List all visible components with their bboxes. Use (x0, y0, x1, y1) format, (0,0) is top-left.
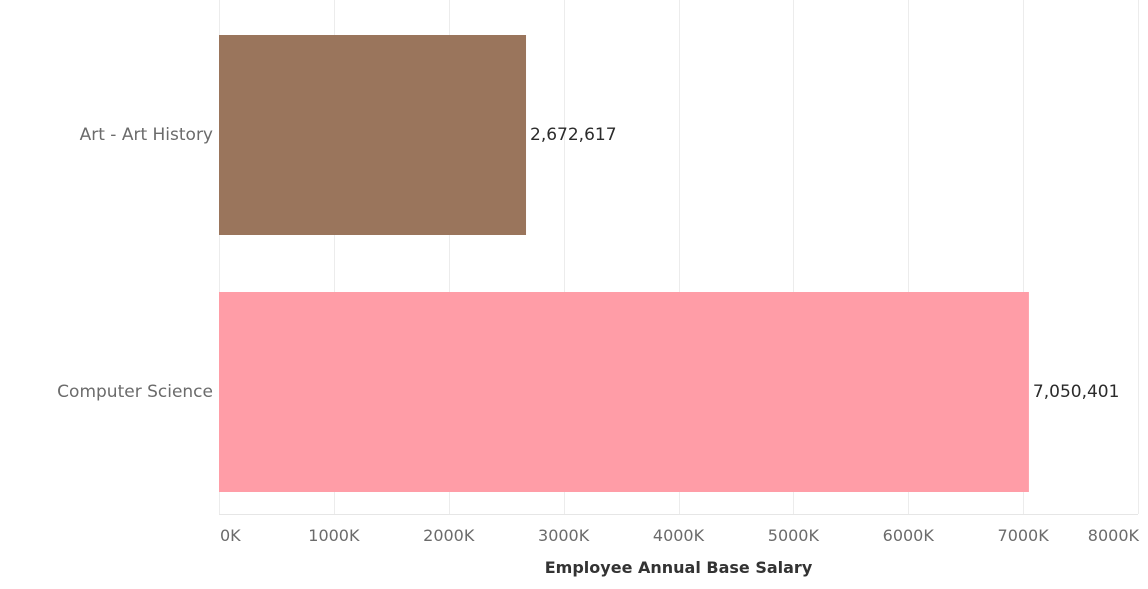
bar (219, 292, 1029, 492)
x-tick-label: 6000K (883, 526, 935, 545)
x-tick-label: 0K (220, 526, 241, 545)
x-tick-label: 4000K (653, 526, 705, 545)
category-label: Computer Science (57, 382, 213, 402)
x-tick-label: 7000K (998, 526, 1050, 545)
x-tick-label: 5000K (768, 526, 820, 545)
bars (219, 35, 1029, 492)
x-tick-label: 1000K (308, 526, 360, 545)
bar (219, 35, 527, 235)
data-labels: 2,672,617 7,050,401 (530, 125, 1119, 402)
data-label: 2,672,617 (530, 125, 617, 145)
x-tick-label: 8000K (1088, 526, 1140, 545)
category-labels: Art - Art History Computer Science (57, 125, 213, 402)
data-label: 7,050,401 (1033, 382, 1120, 402)
x-tick-label: 2000K (423, 526, 475, 545)
x-axis-ticks: 0K 1000K 2000K 3000K 4000K 5000K 6000K 7000K 800… (220, 526, 1140, 545)
x-axis-title: Employee Annual Base Salary (545, 558, 813, 577)
x-tick-label: 3000K (538, 526, 590, 545)
category-label: Art - Art History (80, 125, 213, 145)
